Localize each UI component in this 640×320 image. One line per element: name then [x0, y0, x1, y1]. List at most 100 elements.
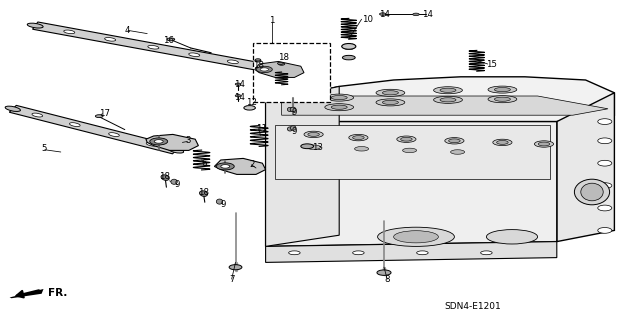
Ellipse shape: [383, 100, 398, 105]
Ellipse shape: [445, 138, 464, 144]
Ellipse shape: [255, 65, 270, 70]
Ellipse shape: [497, 140, 508, 144]
Polygon shape: [33, 22, 265, 71]
Ellipse shape: [355, 147, 369, 151]
Polygon shape: [10, 289, 44, 298]
Ellipse shape: [109, 133, 119, 137]
Polygon shape: [214, 158, 266, 174]
Ellipse shape: [598, 183, 612, 188]
Ellipse shape: [493, 139, 512, 146]
Ellipse shape: [495, 87, 511, 92]
Ellipse shape: [304, 131, 323, 138]
Ellipse shape: [325, 104, 354, 111]
Text: 15: 15: [486, 60, 497, 68]
Ellipse shape: [353, 251, 364, 255]
Polygon shape: [255, 61, 304, 77]
Ellipse shape: [309, 55, 316, 58]
Ellipse shape: [434, 87, 463, 94]
Ellipse shape: [332, 105, 348, 109]
Ellipse shape: [289, 251, 300, 255]
Ellipse shape: [403, 148, 417, 153]
Text: 14: 14: [380, 10, 390, 19]
Text: 9: 9: [291, 108, 296, 116]
Text: 6: 6: [202, 159, 207, 168]
Polygon shape: [266, 122, 557, 246]
Ellipse shape: [28, 23, 43, 28]
Ellipse shape: [598, 138, 612, 144]
Ellipse shape: [171, 179, 177, 184]
Ellipse shape: [451, 150, 465, 154]
Polygon shape: [10, 105, 179, 154]
Ellipse shape: [70, 123, 80, 126]
Text: 3: 3: [186, 136, 191, 145]
Ellipse shape: [216, 199, 223, 204]
Ellipse shape: [401, 137, 412, 141]
Ellipse shape: [376, 89, 404, 96]
Ellipse shape: [440, 88, 456, 92]
Text: 18: 18: [278, 53, 289, 62]
Ellipse shape: [150, 138, 168, 145]
Ellipse shape: [221, 165, 230, 168]
Ellipse shape: [378, 227, 454, 246]
Ellipse shape: [95, 115, 103, 118]
Text: 14: 14: [422, 10, 433, 19]
Ellipse shape: [495, 97, 511, 101]
Ellipse shape: [488, 96, 517, 103]
Ellipse shape: [255, 60, 261, 62]
Text: 9: 9: [291, 127, 296, 136]
Text: 14: 14: [234, 93, 244, 102]
Ellipse shape: [105, 37, 116, 41]
Ellipse shape: [598, 228, 612, 233]
Polygon shape: [266, 77, 614, 122]
Text: 14: 14: [234, 80, 244, 89]
Ellipse shape: [236, 95, 241, 97]
Ellipse shape: [227, 60, 238, 64]
Ellipse shape: [394, 231, 438, 243]
Ellipse shape: [332, 95, 348, 100]
Ellipse shape: [380, 13, 386, 15]
Text: 7: 7: [229, 275, 235, 284]
Ellipse shape: [301, 144, 314, 148]
Ellipse shape: [154, 140, 163, 143]
Polygon shape: [146, 134, 198, 150]
Ellipse shape: [575, 179, 610, 205]
Polygon shape: [557, 93, 614, 242]
Text: 17: 17: [99, 109, 110, 118]
Ellipse shape: [449, 139, 460, 143]
Ellipse shape: [200, 191, 207, 196]
Text: 16: 16: [163, 36, 174, 44]
Ellipse shape: [325, 94, 354, 101]
Ellipse shape: [383, 91, 398, 95]
Ellipse shape: [488, 86, 517, 93]
Text: 12: 12: [246, 98, 257, 107]
Ellipse shape: [256, 66, 273, 73]
Ellipse shape: [581, 183, 604, 201]
Ellipse shape: [189, 53, 200, 57]
Text: FR.: FR.: [48, 288, 67, 298]
Ellipse shape: [278, 62, 284, 65]
Ellipse shape: [413, 13, 419, 16]
Text: 9: 9: [221, 200, 226, 209]
Ellipse shape: [291, 126, 296, 130]
Text: 10: 10: [362, 15, 372, 24]
Ellipse shape: [236, 83, 241, 85]
Ellipse shape: [168, 148, 184, 153]
Ellipse shape: [5, 106, 20, 111]
Polygon shape: [266, 86, 339, 246]
Ellipse shape: [244, 106, 255, 110]
Polygon shape: [275, 125, 550, 179]
Ellipse shape: [353, 136, 364, 140]
Ellipse shape: [376, 99, 404, 106]
Ellipse shape: [486, 230, 538, 244]
Text: 5: 5: [42, 144, 47, 153]
Ellipse shape: [64, 30, 75, 34]
Ellipse shape: [307, 145, 321, 149]
Ellipse shape: [342, 44, 356, 49]
Text: 4: 4: [125, 26, 131, 35]
Ellipse shape: [291, 107, 296, 112]
Ellipse shape: [255, 59, 261, 61]
Ellipse shape: [598, 119, 612, 124]
Ellipse shape: [260, 68, 269, 71]
Ellipse shape: [417, 251, 428, 255]
Ellipse shape: [167, 38, 175, 41]
